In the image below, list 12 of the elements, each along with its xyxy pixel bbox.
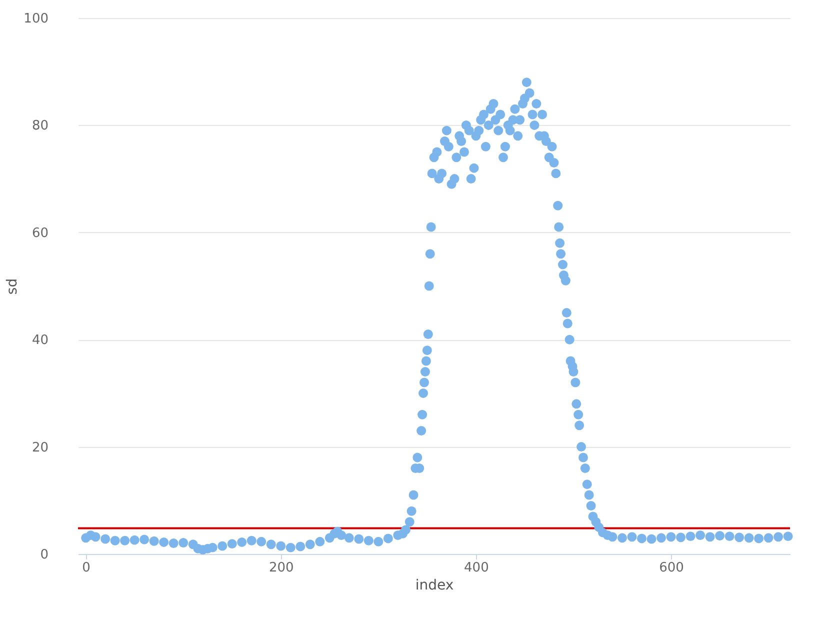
y-tick-label: 60	[32, 226, 48, 241]
y-tick-label: 100	[24, 12, 48, 26]
x-tick-label: 200	[268, 560, 294, 576]
x-tick-label: 0	[82, 560, 90, 576]
x-axis-title: index	[415, 578, 454, 594]
y-tick-label: 20	[32, 440, 48, 456]
y-tick-label: 0	[40, 548, 48, 562]
y-tick-label: 40	[32, 333, 48, 348]
x-tick-label: 400	[464, 560, 489, 576]
x-tick-label: 600	[659, 560, 684, 576]
y-axis-title: sd	[4, 278, 21, 295]
y-tick-label: 80	[32, 118, 48, 134]
